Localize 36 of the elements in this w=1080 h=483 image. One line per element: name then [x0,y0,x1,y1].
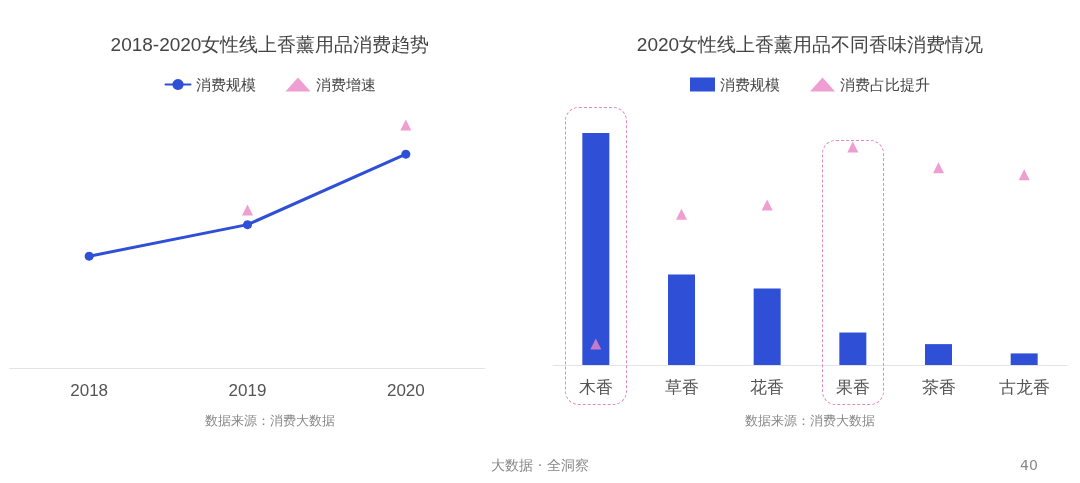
x-tick-label: 木香 [578,378,613,397]
x-tick-label: 2020 [386,381,425,400]
point [1018,169,1030,181]
x-tick-label: 2019 [228,381,267,400]
point [676,208,687,220]
bar [839,332,867,365]
point [933,162,944,174]
x-tick-label: 茶香 [921,378,956,397]
point [243,220,252,230]
x-tick-label: 果香 [835,378,870,397]
text: 40 [1020,457,1038,473]
source-note: 数据来源：消费大数据 [205,412,335,430]
x-tick-label: 2018 [70,381,109,400]
legend-label: 消费规模 [720,76,780,93]
point [400,119,412,131]
x-tick-label: 古龙香 [998,378,1050,397]
point [242,204,253,216]
source-note: 数据来源：消费大数据 [745,412,875,430]
point [761,199,773,211]
bar [925,344,952,365]
point [847,141,859,153]
bar [753,288,781,365]
chart-title: 2018-2020女性线上香薰用品消费趋势 [110,34,430,55]
text: 大数据 · 全洞察 [491,457,589,475]
bar [582,133,610,365]
bar [1010,353,1038,365]
x-tick-label: 草香 [664,378,699,397]
point [590,338,602,350]
chart-title: 2020女性线上香薰用品不同香味消费情况 [636,34,984,55]
legend-label: 消费占比提升 [840,76,930,93]
bar [668,274,695,365]
legend-label: 消费增速 [315,76,376,93]
x-tick-label: 花香 [750,378,785,397]
legend-label: 消费规模 [195,76,256,93]
point [401,149,411,159]
point [84,251,94,261]
